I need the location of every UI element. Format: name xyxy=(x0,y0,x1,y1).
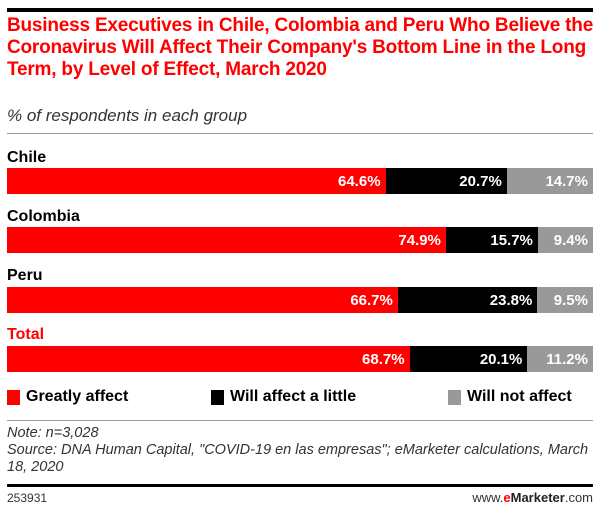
legend-label: Will not affect xyxy=(467,388,572,405)
brand-url[interactable]: www.eMarketer.com xyxy=(472,490,593,505)
note-text: Note: n=3,028 xyxy=(7,425,99,441)
legend-label: Greatly affect xyxy=(26,388,129,405)
bar-segment-will-affect-a-little: 23.8% xyxy=(397,287,538,313)
category-label-colombia: Colombia xyxy=(7,208,80,225)
data-label: 23.8% xyxy=(489,291,533,309)
legend-divider xyxy=(7,420,593,421)
bar-segment-will-not-affect: 14.7% xyxy=(506,168,593,194)
subtitle-divider xyxy=(7,133,593,134)
bottom-rule xyxy=(7,484,593,487)
bar-segment-greatly-affect: 68.7% xyxy=(7,346,410,372)
legend-swatch-black xyxy=(211,389,224,405)
chart-id: 253931 xyxy=(7,491,48,505)
brand-suffix: .com xyxy=(564,490,593,505)
brand-prefix: www. xyxy=(472,490,504,505)
category-label-total: Total xyxy=(7,326,45,343)
legend-label: Will affect a little xyxy=(230,388,357,405)
data-label: 9.5% xyxy=(553,291,588,309)
bar-segment-will-affect-a-little: 20.7% xyxy=(385,168,507,194)
legend: Greatly affect Will affect a little Will… xyxy=(7,388,593,408)
data-label: 68.7% xyxy=(362,350,405,368)
bar-segment-will-affect-a-little: 15.7% xyxy=(445,227,538,253)
data-label: 14.7% xyxy=(545,172,588,190)
bar-segment-will-affect-a-little: 20.1% xyxy=(409,346,528,372)
data-label: 9.4% xyxy=(553,231,588,249)
data-label: 74.9% xyxy=(398,231,441,249)
legend-item-greatly-affect: Greatly affect xyxy=(7,388,128,406)
data-label: 64.6% xyxy=(338,172,381,190)
bar-row-peru: 66.7% 23.8% 9.5% xyxy=(7,287,593,313)
chart-subtitle: % of respondents in each group xyxy=(7,106,248,125)
bar-segment-greatly-affect: 64.6% xyxy=(7,168,386,194)
bar-segment-greatly-affect: 66.7% xyxy=(7,287,398,313)
data-label: 20.1% xyxy=(479,350,523,368)
chart-title: Business Executives in Chile, Colombia a… xyxy=(7,15,594,80)
top-rule xyxy=(7,8,593,12)
data-label: 15.7% xyxy=(490,231,533,249)
data-label: 11.2% xyxy=(546,350,588,368)
bar-segment-will-not-affect: 11.2% xyxy=(527,346,593,372)
bar-row-chile: 64.6% 20.7% 14.7% xyxy=(7,168,593,194)
data-label: 66.7% xyxy=(350,291,393,309)
notes: Note: n=3,028 Source: DNA Human Capital,… xyxy=(7,425,593,476)
bar-segment-will-not-affect: 9.5% xyxy=(537,287,593,313)
brand-marketer: Marketer xyxy=(510,490,565,505)
category-label-peru: Peru xyxy=(7,267,43,284)
legend-item-will-not-affect: Will not affect xyxy=(448,388,572,406)
category-label-chile: Chile xyxy=(7,149,47,166)
bar-row-colombia: 74.9% 15.7% 9.4% xyxy=(7,227,593,253)
source-text: Source: DNA Human Capital, "COVID-19 en … xyxy=(7,442,589,475)
legend-swatch-gray xyxy=(448,389,461,405)
legend-swatch-red xyxy=(7,389,20,405)
bar-segment-will-not-affect: 9.4% xyxy=(537,227,593,253)
data-label: 20.7% xyxy=(459,172,502,190)
legend-item-affect-a-little: Will affect a little xyxy=(211,388,356,406)
bar-row-total: 68.7% 20.1% 11.2% xyxy=(7,346,593,372)
bar-segment-greatly-affect: 74.9% xyxy=(7,227,446,253)
brand-e: e xyxy=(503,490,511,505)
